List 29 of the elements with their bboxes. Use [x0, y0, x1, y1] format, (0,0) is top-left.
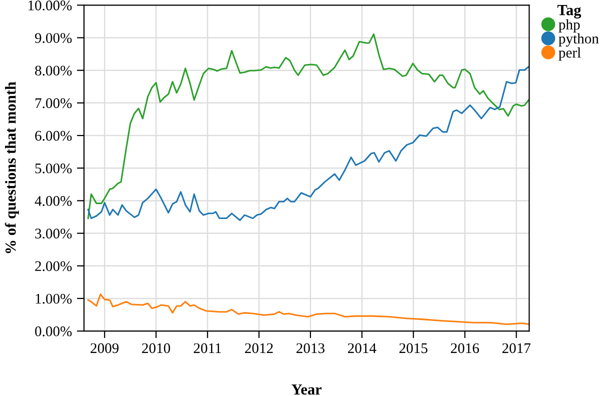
x-tick-label: 2017 — [502, 343, 530, 354]
y-tick-label: 5.00% — [35, 163, 72, 174]
y-tick-label: 6.00% — [35, 130, 72, 141]
y-tick-label: 4.00% — [34, 196, 72, 206]
legend-label: python — [558, 33, 599, 47]
y-tick-label: 1.00% — [36, 294, 72, 304]
x-tick-label: 2013 — [296, 343, 324, 354]
y-tick-label: 8.00% — [35, 66, 72, 76]
line-series — [87, 293, 530, 325]
line-series — [87, 33, 530, 220]
y-tick-label: 2.00% — [35, 261, 72, 272]
y-tick-label: 0.00% — [35, 326, 72, 336]
x-tick-label: 2015 — [399, 343, 428, 354]
x-axis-title: Year — [292, 384, 322, 395]
y-tick-label: 10.00% — [28, 0, 72, 10]
x-tick-label: 2014 — [348, 343, 376, 354]
line-series — [87, 66, 530, 222]
x-tick-label: 2011 — [194, 343, 221, 354]
y-tick-label: 9.00% — [34, 33, 72, 44]
x-tick-label: 2009 — [90, 343, 119, 354]
legend-title: Tag — [557, 5, 582, 18]
x-tick-label: 2012 — [245, 343, 273, 354]
y-tick-label: 7.00% — [35, 98, 72, 108]
x-tick-label: 2010 — [142, 343, 170, 354]
y-tick-label: 3.00% — [35, 228, 72, 239]
y-axis-title: % of questions that month — [4, 82, 19, 254]
legend-label: php — [558, 19, 580, 32]
legend-label: perl — [558, 47, 581, 61]
x-tick-label: 2016 — [450, 343, 480, 354]
